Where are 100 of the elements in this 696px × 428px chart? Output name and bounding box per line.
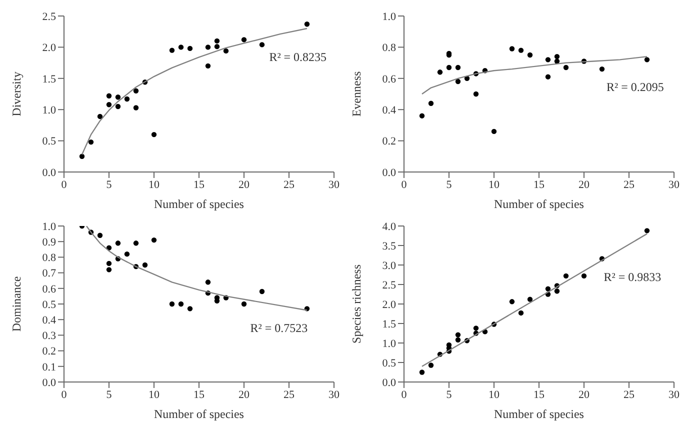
x-tick-label: 10 xyxy=(488,178,500,191)
point xyxy=(241,37,247,42)
x-tick-label: 10 xyxy=(148,388,160,401)
y-tick-label: 0.0 xyxy=(42,166,56,179)
point xyxy=(509,46,515,52)
annotation: R² = 0.9833 xyxy=(604,270,662,284)
point xyxy=(106,93,112,98)
point xyxy=(106,102,112,108)
x-tick-label: 30 xyxy=(668,178,680,191)
y-tick-label: 0.3 xyxy=(42,330,56,342)
y-tick-label: 3.5 xyxy=(382,240,396,252)
x-tick-label: 20 xyxy=(238,388,250,401)
x-tick-label: 5 xyxy=(446,388,452,401)
point xyxy=(151,132,157,138)
y-tick-label: 0.0 xyxy=(42,376,56,389)
x-tick-label: 5 xyxy=(106,178,112,191)
point xyxy=(124,96,130,102)
y-axis-title: Species richness xyxy=(349,264,364,344)
point xyxy=(241,301,247,307)
point xyxy=(455,78,461,84)
point xyxy=(509,299,515,304)
point xyxy=(133,105,139,110)
annotation: R² = 0.7523 xyxy=(250,321,308,336)
x-tick-label: 25 xyxy=(624,178,635,191)
point xyxy=(563,273,569,279)
x-tick-label: 30 xyxy=(328,178,340,191)
point xyxy=(554,58,560,64)
point xyxy=(527,296,533,302)
point xyxy=(491,128,497,134)
point xyxy=(437,70,443,75)
point xyxy=(554,54,560,60)
x-tick-label: 15 xyxy=(534,178,545,191)
y-tick-label: 0.2 xyxy=(382,136,396,148)
x-tick-label: 15 xyxy=(194,178,205,191)
point xyxy=(79,154,85,159)
point xyxy=(259,288,265,294)
point xyxy=(428,362,434,368)
y-tick-label: 2.5 xyxy=(42,10,56,23)
y-tick-label: 3.0 xyxy=(382,260,396,272)
point xyxy=(187,306,193,312)
point xyxy=(599,66,605,72)
y-tick-label: 0.2 xyxy=(42,346,56,358)
point xyxy=(554,288,560,294)
y-tick-label: 2.5 xyxy=(382,279,396,292)
y-tick-label: 1.5 xyxy=(382,318,396,330)
y-tick-label: 0.6 xyxy=(382,73,396,86)
x-tick-label: 0 xyxy=(401,178,408,191)
point xyxy=(178,301,184,307)
x-axis-title: Number of species xyxy=(154,197,244,211)
point xyxy=(545,286,551,292)
y-tick-label: 1.0 xyxy=(42,220,56,233)
y-tick-label: 0.0 xyxy=(382,376,396,389)
point xyxy=(115,104,121,110)
y-tick-label: 1.5 xyxy=(42,73,56,86)
x-tick-label: 10 xyxy=(148,178,160,191)
point xyxy=(644,228,650,234)
x-axis-title: Number of species xyxy=(494,407,584,421)
point xyxy=(473,91,479,97)
x-tick-label: 30 xyxy=(668,388,680,401)
x-tick-label: 25 xyxy=(284,388,295,401)
y-axis-title: Dominance xyxy=(9,276,24,332)
point xyxy=(151,237,157,243)
annotation: R² = 0.2095 xyxy=(606,80,664,94)
x-tick-label: 5 xyxy=(446,178,452,191)
point xyxy=(214,38,220,44)
point xyxy=(518,48,524,53)
y-tick-label: 2.0 xyxy=(42,42,56,54)
point xyxy=(223,48,229,54)
x-tick-label: 0 xyxy=(61,388,68,401)
point xyxy=(115,240,121,246)
point xyxy=(205,44,211,50)
point xyxy=(455,332,461,338)
point xyxy=(133,88,139,94)
point xyxy=(115,94,121,100)
x-tick-label: 30 xyxy=(328,388,340,401)
y-tick-label: 0.0 xyxy=(382,166,396,179)
y-axis-title: Diversity xyxy=(9,72,24,116)
y-tick-label: 0.4 xyxy=(42,314,56,327)
point xyxy=(455,64,461,70)
point xyxy=(581,273,587,279)
y-tick-label: 0.9 xyxy=(42,236,56,249)
point xyxy=(106,260,112,266)
x-tick-label: 0 xyxy=(61,178,68,191)
point xyxy=(527,52,533,58)
point xyxy=(205,63,211,69)
point xyxy=(169,301,175,307)
y-tick-label: 1.0 xyxy=(382,338,396,350)
y-tick-label: 0.7 xyxy=(42,268,56,280)
x-tick-label: 15 xyxy=(194,388,205,401)
y-tick-label: 0.1 xyxy=(42,361,56,374)
point xyxy=(419,370,425,375)
y-axis-title: Evenness xyxy=(349,71,364,117)
y-tick-label: 1.0 xyxy=(382,10,396,23)
point xyxy=(644,57,650,62)
y-tick-label: 1.0 xyxy=(42,104,56,117)
point xyxy=(106,267,112,272)
x-tick-label: 5 xyxy=(106,388,112,401)
point xyxy=(142,262,148,268)
point xyxy=(563,64,569,70)
point xyxy=(446,64,452,70)
